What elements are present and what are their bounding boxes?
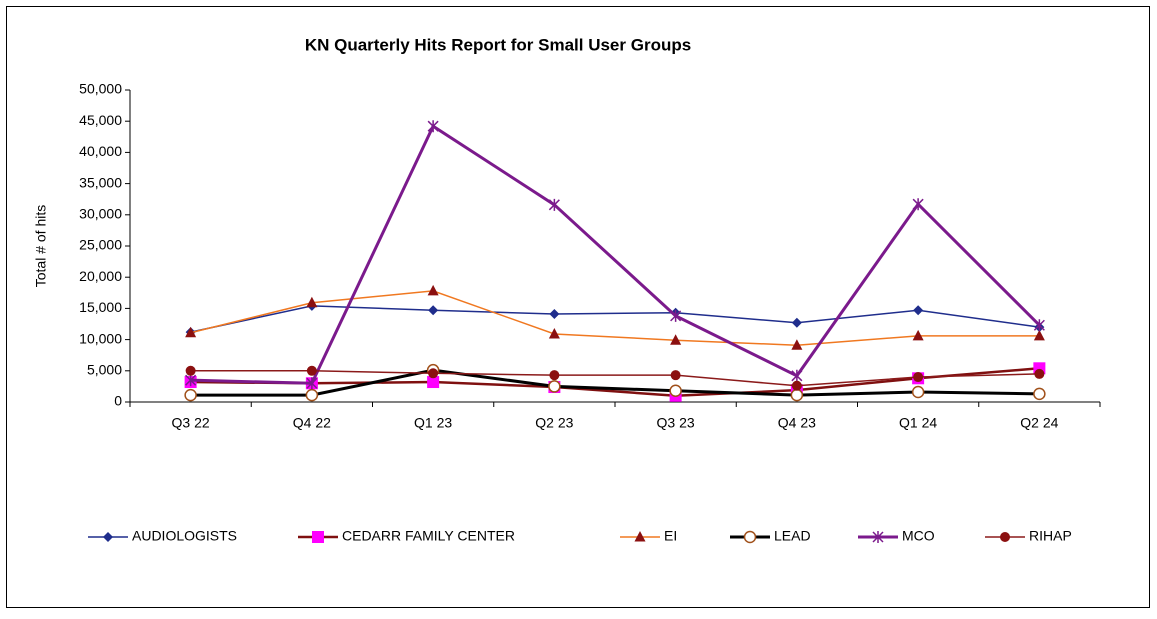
marker bbox=[912, 329, 924, 341]
chart-frame bbox=[6, 6, 1150, 608]
marker bbox=[427, 376, 440, 389]
marker bbox=[913, 305, 924, 316]
x-tick-label: Q4 23 bbox=[778, 415, 816, 431]
x-tick-label: Q2 23 bbox=[535, 415, 573, 431]
marker bbox=[1033, 387, 1046, 401]
marker bbox=[184, 388, 197, 402]
series-line bbox=[190, 370, 1040, 387]
marker bbox=[305, 388, 319, 402]
marker bbox=[428, 305, 439, 316]
marker bbox=[306, 365, 317, 376]
y-axis-label: Total # of hits bbox=[33, 205, 49, 288]
y-tick-label: 0 bbox=[114, 393, 122, 409]
marker bbox=[669, 384, 682, 398]
marker bbox=[427, 120, 439, 133]
marker bbox=[549, 370, 560, 381]
marker bbox=[103, 532, 113, 542]
marker bbox=[1034, 368, 1045, 379]
x-tick-label: Q1 23 bbox=[414, 415, 452, 431]
marker bbox=[791, 339, 803, 350]
marker bbox=[185, 326, 197, 338]
legend-label: RIHAP bbox=[1029, 528, 1072, 544]
marker bbox=[548, 327, 560, 339]
x-tick-label: Q3 22 bbox=[172, 415, 210, 431]
marker bbox=[185, 365, 196, 376]
legend-label: AUDIOLOGISTS bbox=[132, 528, 237, 544]
marker bbox=[634, 531, 646, 542]
y-tick-label: 50,000 bbox=[79, 81, 122, 97]
marker bbox=[670, 334, 682, 345]
x-tick-label: Q3 23 bbox=[657, 415, 695, 431]
x-tick-label: Q4 22 bbox=[293, 415, 331, 431]
y-tick-label: 25,000 bbox=[79, 237, 122, 253]
y-tick-label: 45,000 bbox=[79, 112, 122, 128]
marker bbox=[670, 309, 682, 322]
x-tick-label: Q1 24 bbox=[899, 415, 937, 431]
marker bbox=[872, 531, 884, 543]
marker bbox=[670, 370, 681, 381]
marker bbox=[549, 309, 560, 320]
y-tick-label: 15,000 bbox=[79, 299, 122, 315]
marker bbox=[427, 284, 439, 296]
x-tick-label: Q2 24 bbox=[1020, 415, 1058, 431]
series-line bbox=[190, 367, 1040, 398]
marker bbox=[306, 377, 318, 390]
marker bbox=[428, 368, 439, 379]
marker bbox=[791, 369, 803, 382]
marker bbox=[1000, 532, 1010, 542]
series-line bbox=[190, 368, 1040, 397]
marker bbox=[1033, 319, 1045, 332]
y-tick-label: 20,000 bbox=[79, 268, 122, 284]
marker bbox=[791, 380, 802, 391]
legend-label: LEAD bbox=[774, 528, 811, 544]
marker bbox=[548, 380, 561, 393]
marker bbox=[790, 388, 804, 402]
legend-label: MCO bbox=[902, 528, 935, 544]
y-tick-label: 40,000 bbox=[79, 143, 122, 159]
y-tick-label: 5,000 bbox=[87, 362, 122, 378]
y-tick-label: 35,000 bbox=[79, 174, 122, 190]
marker bbox=[1033, 329, 1045, 341]
series-line bbox=[190, 290, 1040, 346]
marker bbox=[312, 531, 324, 543]
series-line bbox=[190, 305, 1040, 333]
marker bbox=[185, 374, 197, 387]
marker bbox=[548, 198, 560, 211]
marker bbox=[791, 317, 802, 328]
y-tick-label: 10,000 bbox=[79, 330, 122, 346]
marker bbox=[911, 385, 925, 399]
marker bbox=[743, 530, 757, 544]
chart-title: KN Quarterly Hits Report for Small User … bbox=[305, 35, 691, 54]
marker bbox=[913, 372, 924, 383]
legend-label: EI bbox=[664, 528, 677, 544]
marker bbox=[912, 198, 924, 211]
legend-label: CEDARR FAMILY CENTER bbox=[342, 528, 515, 544]
marker bbox=[306, 296, 318, 308]
series-line bbox=[190, 123, 1041, 385]
y-tick-label: 30,000 bbox=[79, 206, 122, 222]
